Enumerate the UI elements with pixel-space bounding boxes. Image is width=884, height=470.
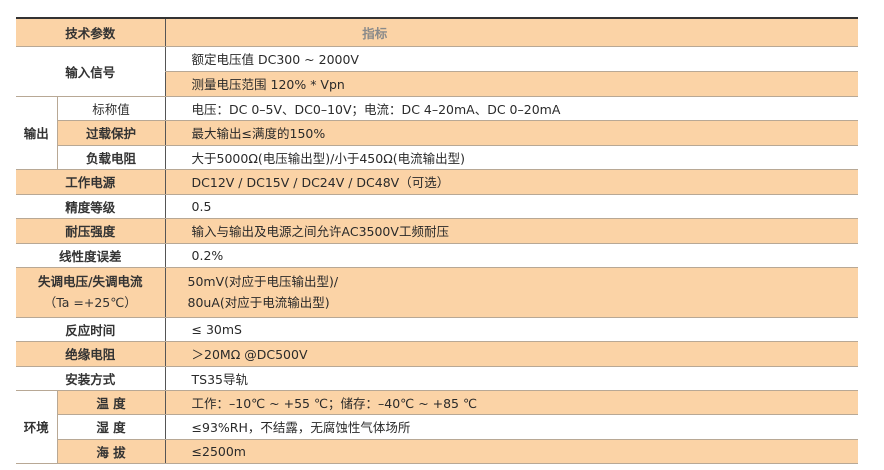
table-row: 湿 度 ≤93%RH，不结露，无腐蚀性气体场所 [16,414,858,440]
env-value: ≤2500m [164,439,858,464]
table-row: 安装方式 TS35导轨 [16,366,858,391]
table-row: 环境 温 度 工作：–10℃ ~ +55 ℃；储存：–40℃ ~ +85 ℃ [16,390,858,464]
table-row: 过载保护 最大输出≤满度的150% [16,120,858,146]
table-row: 工作电源 DC12V / DC15V / DC24V / DC48V（可选） [16,169,858,195]
table-row: 耐压强度 输入与输出及电源之间允许AC3500V工频耐压 [16,218,858,244]
power-label: 工作电源 [16,169,166,195]
env-sub-label: 温 度 [56,390,166,415]
power-value: DC12V / DC15V / DC24V / DC48V（可选） [164,169,858,195]
withstand-value: 输入与输出及电源之间允许AC3500V工频耐压 [164,218,858,244]
spec-table: 技术参数 指标 输入信号 额定电压值 DC300 ~ 2000V 测量电压范围 … [16,17,858,464]
output-value: 大于5000Ω(电压输出型)/小于450Ω(电流输出型) [164,145,858,170]
mounting-label: 安装方式 [16,366,166,391]
output-label: 输出 [16,96,57,170]
offset-label: 失调电压/失调电流 （Ta =+25℃） [16,267,166,318]
insulation-label: 绝缘电阻 [16,341,166,367]
env-value: ≤93%RH，不结露，无腐蚀性气体场所 [164,414,858,440]
header-param: 技术参数 [16,18,166,47]
output-value: 电压：DC 0–5V、DC0–10V；电流：DC 4–20mA、DC 0–20m… [164,96,858,121]
env-value: 工作：–10℃ ~ +55 ℃；储存：–40℃ ~ +85 ℃ [164,390,858,415]
header-row: 技术参数 指标 [16,18,858,47]
offset-value-line: 80uA(对应于电流输出型) [187,295,330,310]
output-sub-label: 标称值 [56,96,166,121]
offset-label-line: 失调电压/失调电流 [37,274,143,289]
table-row: 精度等级 0.5 [16,194,858,219]
header-spec: 指标 [164,18,858,47]
linearity-label: 线性度误差 [16,243,166,268]
table-row: 线性度误差 0.2% [16,243,858,268]
input-value: 测量电压范围 120% * Vpn [164,71,858,97]
table-row: 测量电压范围 120% * Vpn [16,71,858,97]
accuracy-label: 精度等级 [16,194,166,219]
env-sub-label: 湿 度 [56,414,166,440]
table-row: 绝缘电阻 ＞20MΩ @DC500V [16,341,858,367]
linearity-value: 0.2% [164,243,858,268]
table-row: 输入信号 额定电压值 DC300 ~ 2000V [16,46,858,97]
table-row: 失调电压/失调电流 （Ta =+25℃） 50mV(对应于电压输出型)/ 80u… [16,267,858,318]
output-sub-label: 过载保护 [56,120,166,146]
output-value: 最大输出≤满度的150% [164,120,858,146]
offset-value: 50mV(对应于电压输出型)/ 80uA(对应于电流输出型) [164,267,858,318]
table-row: 反应时间 ≤ 30mS [16,317,858,342]
response-value: ≤ 30mS [164,317,858,342]
response-label: 反应时间 [16,317,166,342]
env-label: 环境 [16,390,57,464]
table-row: 负载电阻 大于5000Ω(电压输出型)/小于450Ω(电流输出型) [16,145,858,170]
table-row: 海 拔 ≤2500m [16,439,858,464]
accuracy-value: 0.5 [164,194,858,219]
input-label: 输入信号 [16,46,166,97]
env-sub-label: 海 拔 [56,439,166,464]
input-value: 额定电压值 DC300 ~ 2000V [164,46,858,72]
offset-value-line: 50mV(对应于电压输出型)/ [187,274,339,289]
mounting-value: TS35导轨 [164,366,858,391]
offset-label-line: （Ta =+25℃） [43,295,137,310]
output-sub-label: 负载电阻 [56,145,166,170]
table-row: 输出 标称值 电压：DC 0–5V、DC0–10V；电流：DC 4–20mA、D… [16,96,858,170]
insulation-value: ＞20MΩ @DC500V [164,341,858,367]
withstand-label: 耐压强度 [16,218,166,244]
